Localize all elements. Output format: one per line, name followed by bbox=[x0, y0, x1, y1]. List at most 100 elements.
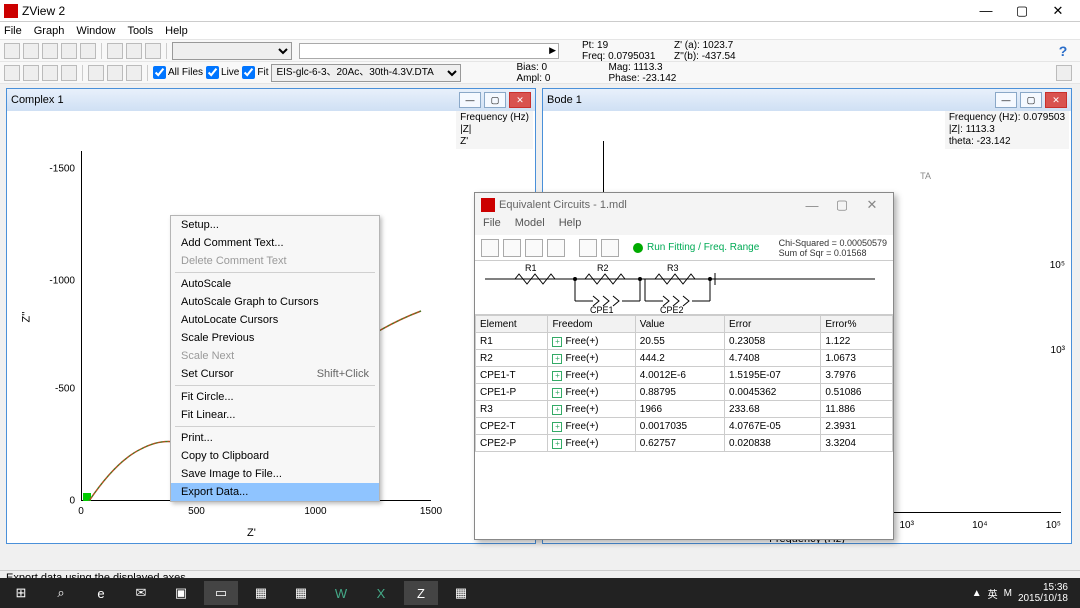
complex-window-titlebar[interactable]: Complex 1 — ▢ ✕ bbox=[7, 89, 535, 111]
toolbar-icon[interactable] bbox=[4, 65, 20, 81]
explorer-icon[interactable]: ▭ bbox=[204, 581, 238, 605]
toolbar-icon[interactable] bbox=[126, 43, 142, 59]
save-icon[interactable] bbox=[503, 239, 521, 257]
toolbar-icon[interactable] bbox=[1056, 65, 1072, 81]
child-close-button[interactable]: ✕ bbox=[1045, 92, 1067, 108]
dialog-minimize-button[interactable]: — bbox=[797, 198, 827, 213]
measurement-status: Pt: 19Z' (a): 1023.7 Freq: 0.0795031Z''(… bbox=[582, 40, 736, 62]
y-tick: 10⁵ bbox=[1050, 260, 1065, 271]
menu-file[interactable]: File bbox=[4, 25, 22, 37]
minimize-button[interactable]: — bbox=[968, 1, 1004, 21]
close-button[interactable]: ✕ bbox=[1040, 1, 1076, 21]
dialog-titlebar[interactable]: Equivalent Circuits - 1.mdl — ▢ ✕ bbox=[475, 193, 893, 217]
table-row[interactable]: R3+Free(+)1966233.6811.886 bbox=[476, 401, 893, 418]
menu-tools[interactable]: Tools bbox=[127, 25, 153, 37]
store-icon[interactable]: ▣ bbox=[164, 581, 198, 605]
context-menu-item[interactable]: Set CursorShift+Click bbox=[171, 365, 379, 383]
help-icon[interactable]: ? bbox=[1054, 42, 1072, 60]
context-menu-item[interactable]: Print... bbox=[171, 429, 379, 447]
toolbar-icon[interactable] bbox=[61, 43, 77, 59]
table-cell: CPE2-P bbox=[476, 435, 548, 452]
toolbar-row-1: ▶ Pt: 19Z' (a): 1023.7 Freq: 0.0795031Z'… bbox=[0, 40, 1080, 62]
table-row[interactable]: CPE1-P+Free(+)0.887950.00453620.51086 bbox=[476, 384, 893, 401]
context-menu-item[interactable]: Setup... bbox=[171, 216, 379, 234]
child-maximize-button[interactable]: ▢ bbox=[1020, 92, 1042, 108]
context-menu-item[interactable]: AutoScale bbox=[171, 275, 379, 293]
table-row[interactable]: CPE2-P+Free(+)0.627570.0208383.3204 bbox=[476, 435, 893, 452]
zoom-in-icon[interactable] bbox=[88, 65, 104, 81]
context-menu-item[interactable]: Fit Circle... bbox=[171, 388, 379, 406]
child-minimize-button[interactable]: — bbox=[459, 92, 481, 108]
word-icon[interactable]: W bbox=[324, 581, 358, 605]
context-menu-item[interactable]: Add Comment Text... bbox=[171, 234, 379, 252]
toolbar-icon[interactable] bbox=[145, 43, 161, 59]
run-fitting-button[interactable]: Run Fitting / Freq. Range bbox=[647, 242, 759, 253]
ie-icon[interactable]: e bbox=[84, 581, 118, 605]
toolbar-sep bbox=[82, 65, 83, 81]
dialog-menu-model[interactable]: Model bbox=[515, 217, 545, 235]
print-icon[interactable] bbox=[547, 239, 565, 257]
allfiles-checkbox[interactable]: All Files bbox=[153, 66, 203, 79]
table-row[interactable]: R1+Free(+)20.550.230581.122 bbox=[476, 333, 893, 350]
bode-window-titlebar[interactable]: Bode 1 — ▢ ✕ bbox=[543, 89, 1071, 111]
clock[interactable]: 15:36 2015/10/18 bbox=[1018, 582, 1068, 604]
child-close-button[interactable]: ✕ bbox=[509, 92, 531, 108]
table-row[interactable]: CPE2-T+Free(+)0.00170354.0767E-052.3931 bbox=[476, 418, 893, 435]
table-row[interactable]: R2+Free(+)444.24.74081.0673 bbox=[476, 350, 893, 367]
child-maximize-button[interactable]: ▢ bbox=[484, 92, 506, 108]
dialog-close-button[interactable]: ✕ bbox=[857, 197, 887, 213]
menu-window[interactable]: Window bbox=[76, 25, 115, 37]
circuit-diagram[interactable]: R1 R2 CPE1 R3 bbox=[475, 261, 893, 315]
context-menu-item[interactable]: Save Image to File... bbox=[171, 465, 379, 483]
app-icon[interactable]: ▦ bbox=[244, 581, 278, 605]
table-cell: 0.020838 bbox=[725, 435, 821, 452]
zoom-out-icon[interactable] bbox=[107, 65, 123, 81]
toolbar-icon[interactable] bbox=[107, 43, 123, 59]
toolbar-icon[interactable] bbox=[4, 43, 20, 59]
toolbar-icon[interactable] bbox=[80, 43, 96, 59]
context-menu-item[interactable]: AutoScale Graph to Cursors bbox=[171, 293, 379, 311]
dialog-menu-help[interactable]: Help bbox=[559, 217, 582, 235]
app-icon[interactable]: ▦ bbox=[444, 581, 478, 605]
zoom-fit-icon[interactable] bbox=[126, 65, 142, 81]
toolbar-icon[interactable] bbox=[42, 65, 58, 81]
zview-taskbar-icon[interactable]: Z bbox=[404, 581, 438, 605]
dialog-maximize-button[interactable]: ▢ bbox=[827, 197, 857, 213]
tray-icon[interactable]: ▲ bbox=[972, 588, 982, 599]
child-minimize-button[interactable]: — bbox=[995, 92, 1017, 108]
menu-help[interactable]: Help bbox=[165, 25, 188, 37]
maximize-button[interactable]: ▢ bbox=[1004, 1, 1040, 21]
excel-icon[interactable]: X bbox=[364, 581, 398, 605]
table-cell: 11.886 bbox=[821, 401, 893, 418]
context-menu-item[interactable]: AutoLocate Cursors bbox=[171, 311, 379, 329]
table-cell: +Free(+) bbox=[548, 367, 635, 384]
window-select[interactable] bbox=[172, 42, 292, 60]
toolbar-icon[interactable] bbox=[61, 65, 77, 81]
context-menu-item[interactable]: Scale Previous bbox=[171, 329, 379, 347]
dialog-menu-file[interactable]: File bbox=[483, 217, 501, 235]
table-cell: 4.0767E-05 bbox=[725, 418, 821, 435]
context-menu-item[interactable]: Copy to Clipboard bbox=[171, 447, 379, 465]
mail-icon[interactable]: ✉ bbox=[124, 581, 158, 605]
tool-icon[interactable] bbox=[579, 239, 597, 257]
file-select[interactable]: EIS-glc-6-3、20Ac、30th-4.3V.DTA bbox=[271, 64, 461, 82]
tool-icon[interactable] bbox=[601, 239, 619, 257]
context-menu-item[interactable]: Fit Linear... bbox=[171, 406, 379, 424]
tray-m[interactable]: M bbox=[1004, 588, 1012, 599]
live-checkbox[interactable]: Live bbox=[206, 66, 239, 79]
context-menu-item[interactable]: Export Data... bbox=[171, 483, 379, 501]
menu-graph[interactable]: Graph bbox=[34, 25, 65, 37]
fit-checkbox[interactable]: Fit bbox=[242, 66, 268, 79]
open-icon[interactable] bbox=[481, 239, 499, 257]
toolbar-icon[interactable] bbox=[23, 43, 39, 59]
toolbar-icon[interactable] bbox=[23, 65, 39, 81]
app-icon[interactable]: ▦ bbox=[284, 581, 318, 605]
search-icon[interactable]: ⌕ bbox=[44, 581, 78, 605]
table-row[interactable]: CPE1-T+Free(+)4.0012E-61.5195E-073.7976 bbox=[476, 367, 893, 384]
start-button[interactable]: ⊞ bbox=[4, 581, 38, 605]
lang-indicator[interactable]: 英 bbox=[988, 586, 998, 601]
toolbar-icon[interactable] bbox=[42, 43, 58, 59]
x-tick: 1500 bbox=[420, 506, 442, 517]
save-icon[interactable] bbox=[525, 239, 543, 257]
table-cell: CPE1-P bbox=[476, 384, 548, 401]
